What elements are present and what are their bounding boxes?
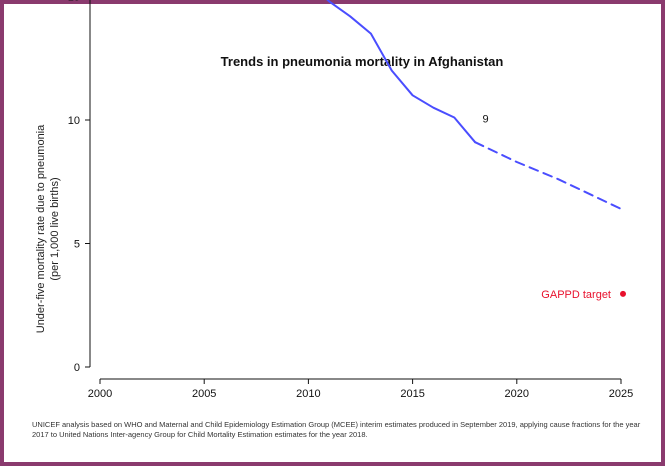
target-label: GAPPD target (541, 289, 611, 301)
target-point (620, 290, 626, 297)
y-axis-label-line2: (per 1,000 live births) (49, 177, 61, 280)
source-note: UNICEF analysis based on WHO and Materna… (32, 420, 641, 439)
value-label: 9 (482, 113, 488, 125)
y-tick-label: 10 (68, 115, 80, 127)
x-tick-label: 2015 (400, 388, 424, 400)
x-tick-label: 2005 (192, 388, 216, 400)
y-tick-label: 0 (74, 362, 80, 374)
y-tick-label: 5 (74, 239, 80, 251)
annotations: 9 GAPPD target (482, 113, 626, 301)
y-tick-label: 15 (68, 0, 80, 4)
ticks: 05101520200020052010201520202025 (68, 0, 633, 400)
chart-title: Trends in pneumonia mortality in Afghani… (221, 54, 504, 69)
trend-line (326, 0, 477, 144)
y-axis-label-line1: Under-five mortality rate due to pneumon… (35, 124, 47, 333)
series-group (326, 0, 622, 210)
x-tick-label: 2020 (505, 388, 529, 400)
x-tick-label: 2010 (296, 388, 320, 400)
projection-line (474, 141, 622, 210)
x-tick-label: 2025 (609, 388, 633, 400)
y-axis-label: Under-five mortality rate due to pneumon… (35, 124, 61, 333)
x-tick-label: 2000 (88, 388, 112, 400)
